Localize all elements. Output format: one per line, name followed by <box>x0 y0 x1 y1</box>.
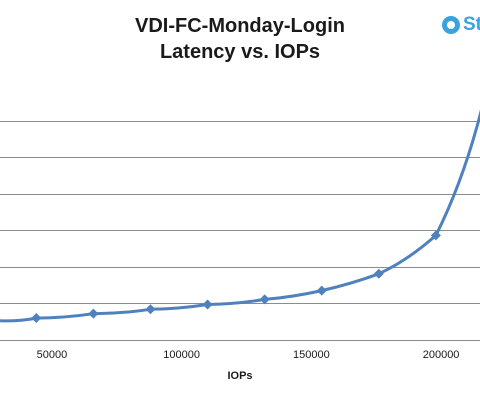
circle-logo-icon <box>442 16 460 34</box>
gridlines <box>0 121 480 304</box>
data-point-marker <box>430 230 441 241</box>
x-tick-label: 100000 <box>163 349 200 361</box>
data-point-marker <box>202 299 213 310</box>
x-tick-label: 50000 <box>37 349 68 361</box>
data-point-marker <box>316 285 327 296</box>
series-line <box>0 109 480 323</box>
logo-text: St <box>463 14 480 35</box>
data-point-marker <box>259 294 270 305</box>
series-layer <box>0 109 480 324</box>
chart-title-line1: VDI-FC-Monday-Login <box>135 15 345 37</box>
x-tick-labels: 50000 100000 150000 200000 <box>37 349 460 361</box>
data-point-marker <box>145 304 156 315</box>
chart-title-line2: Latency vs. IOPs <box>159 41 321 63</box>
x-tick-label: 150000 <box>293 349 330 361</box>
x-axis-label: IOPs <box>227 370 253 382</box>
data-point-marker <box>88 308 99 319</box>
data-point-marker <box>31 313 42 324</box>
brand-logo: St <box>442 14 480 36</box>
data-point-marker <box>373 268 384 279</box>
x-tick-label: 200000 <box>423 349 460 361</box>
chart-title: VDI-FC-Monday-Login Latency vs. IOPs <box>0 13 480 65</box>
